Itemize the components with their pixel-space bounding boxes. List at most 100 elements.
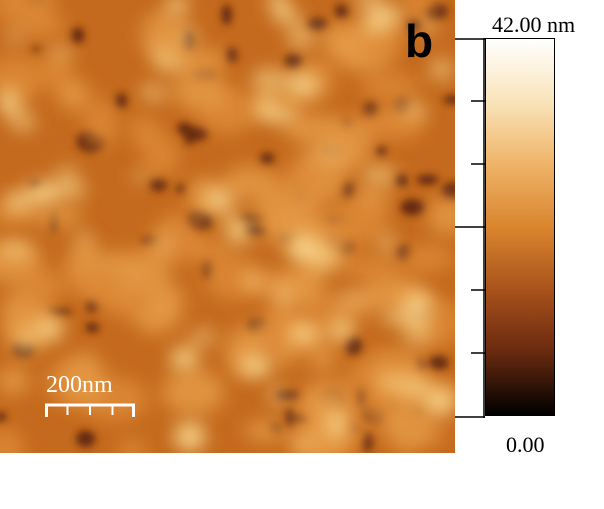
topography-grain [361,112,403,137]
topography-pit [285,407,294,428]
topography-grain [0,428,24,453]
topography-peak [295,439,313,450]
topography-peak [6,31,21,43]
topography-peak [152,44,169,59]
topography-grain [243,420,286,442]
topography-grain [15,14,67,39]
topography-grain [33,206,84,227]
colorbar-max-label: 42.00 nm [492,12,576,37]
topography-peak [353,0,383,10]
topography-peak [3,190,32,214]
topography-peak [254,98,277,121]
topography-peak [245,272,259,290]
topography-peak [239,354,273,378]
topography-peak [429,58,454,81]
topography-peak [77,234,92,246]
topography-grain [347,361,377,390]
topography-pit [375,145,387,156]
topography-peak [284,70,320,99]
afm-topography [0,0,455,453]
topography-grain [128,114,160,148]
topography-peak [166,0,188,15]
topography-pit [345,336,363,356]
topography-peak [50,47,73,59]
topography-peak [381,235,394,253]
topography-grain [384,403,433,453]
topography-pit [259,152,275,165]
topography-pit [399,199,426,216]
topography-peak [381,311,412,324]
topography-grain [284,113,345,146]
topography-peak [57,182,87,199]
topography-pit [46,308,73,315]
topography-peak [287,233,320,263]
topography-peak [400,105,427,116]
topography-peak [287,324,320,343]
topography-peak [35,316,64,340]
topography-grain [18,269,65,306]
topography-peak [424,387,455,416]
topography-pit [443,95,455,104]
topography-peak [370,3,403,31]
topography-peak [26,181,62,205]
topography-peak [327,409,346,439]
topography-pit [306,17,329,32]
topography-grain [221,165,276,201]
topography-grain [101,296,150,317]
topography-peak [153,56,186,71]
topography-pit [284,53,303,69]
topography-peak [314,149,347,160]
topography-pit [184,139,193,146]
topography-peak [177,27,198,45]
topography-grain [62,351,106,408]
topography-grain [175,238,233,262]
topography-peak [377,375,405,388]
topography-pit [341,181,355,199]
topography-pit [416,174,439,185]
topography-grain [353,185,392,209]
scale-bar-label: 200nm [46,372,113,398]
topography-pit [395,174,408,187]
topography-pit [405,19,422,31]
topography-peak [277,282,290,312]
topography-peak [329,317,355,341]
topography-peak [158,232,171,254]
topography-peak [270,386,286,406]
topography-pit [149,177,168,192]
topography-peak [0,87,21,118]
topography-grain [141,10,185,62]
topography-grain [307,346,337,371]
topography-peak [362,166,397,184]
topography-grain [72,267,126,304]
topography-peak [14,329,36,354]
topography-peak [203,187,235,213]
topography-pit [85,322,100,333]
topography-peak [301,85,314,97]
topography-pit [427,355,449,371]
topography-pit [221,4,232,26]
scale-bar [45,403,135,417]
topography-grain [298,380,357,426]
topography-pit [441,182,455,201]
topography-peak [226,221,253,245]
topography-grain [117,438,147,453]
topography-peak [275,8,298,23]
topography-peak [170,346,199,371]
topography-grain [320,22,362,58]
topography-pit [177,122,193,135]
colorbar-gradient [485,38,555,416]
topography-grain [263,300,299,353]
topography-pit [0,412,7,422]
topography-peak [174,421,206,451]
topography-grain [267,172,323,195]
topography-grain [338,255,400,281]
topography-pit [334,4,349,20]
topography-pit [176,183,186,194]
topography-grain [399,245,455,273]
topography-grain [402,0,436,18]
topography-grain [427,196,455,236]
topography-grain [0,366,30,396]
topography-grain [323,200,391,246]
topography-peak [400,378,430,396]
topography-grain [360,73,421,99]
